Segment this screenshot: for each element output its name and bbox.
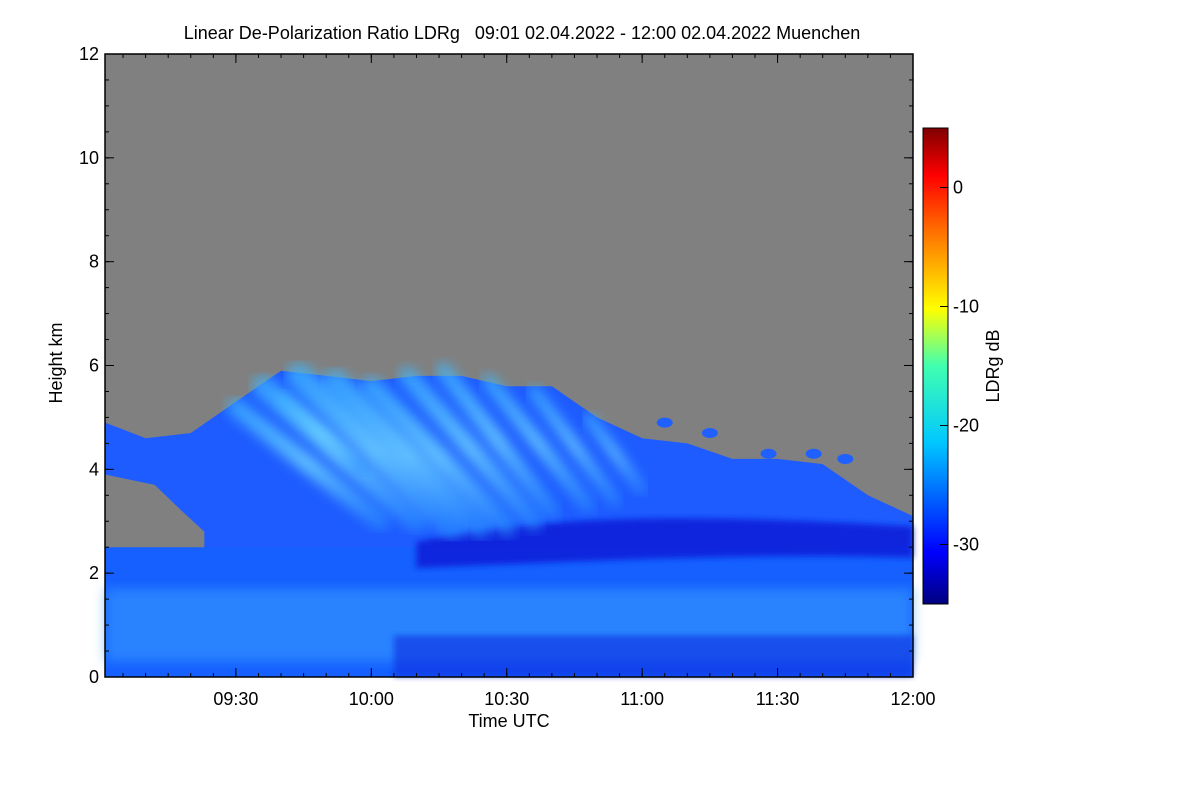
colorbar-label: LDRg dB [983,329,1003,402]
x-axis-label: Time UTC [468,711,549,731]
clear-gap [105,474,205,548]
x-tick-label: 09:30 [213,689,258,709]
fall-streak [582,412,648,496]
fall-streak [323,369,492,539]
y-tick-label: 8 [89,252,99,272]
colorbar-tick-label: -10 [953,297,979,317]
x-axis: 09:30 10:00 10:30 11:00 11:30 12:00 [122,54,936,709]
plot-area [104,53,914,678]
x-tick-label: 11:00 [620,689,664,709]
colorbar-tick-label: 0 [953,178,963,198]
near-ground-layer [393,635,913,677]
fall-streak [398,366,543,531]
colorbar: 0 -10 -20 -30 LDRg dB [922,127,1003,605]
colorbar-tick-label: -20 [953,416,979,436]
ldr-field [105,362,913,677]
cloud-fragment [701,427,718,438]
cloud-fragment [837,453,854,464]
y-tick-label: 6 [89,356,99,376]
cloud-fragment [805,448,822,459]
fall-streak [361,376,517,537]
x-tick-label: 10:30 [484,689,529,709]
y-tick-label: 10 [79,148,99,168]
fall-streak [226,398,390,531]
chart-title: Linear De-Polarization Ratio LDRg 09:01 … [184,23,860,43]
cloud-fragment [656,417,673,428]
cloud-fragment [760,448,777,459]
colorbar-tick-label: -30 [953,535,979,555]
fall-streak [286,362,466,540]
y-axis-label: Height km [46,322,66,403]
x-tick-label: 10:00 [349,689,394,709]
dry-layer [416,518,913,568]
y-tick-label: 4 [89,459,99,479]
fall-streak [276,391,368,475]
x-tick-label: 12:00 [890,689,935,709]
y-tick-label: 12 [79,44,99,64]
colorbar-gradient [922,127,949,605]
fall-streak [435,362,560,519]
fall-streak [481,374,595,513]
y-tick-label: 0 [89,667,99,687]
x-tick-label: 11:30 [756,689,800,709]
fall-streak [527,385,622,507]
y-axis: 0 2 4 6 8 10 12 [79,44,913,687]
colorbar-ticks: 0 -10 -20 -30 [940,178,979,555]
y-tick-label: 2 [89,563,99,583]
